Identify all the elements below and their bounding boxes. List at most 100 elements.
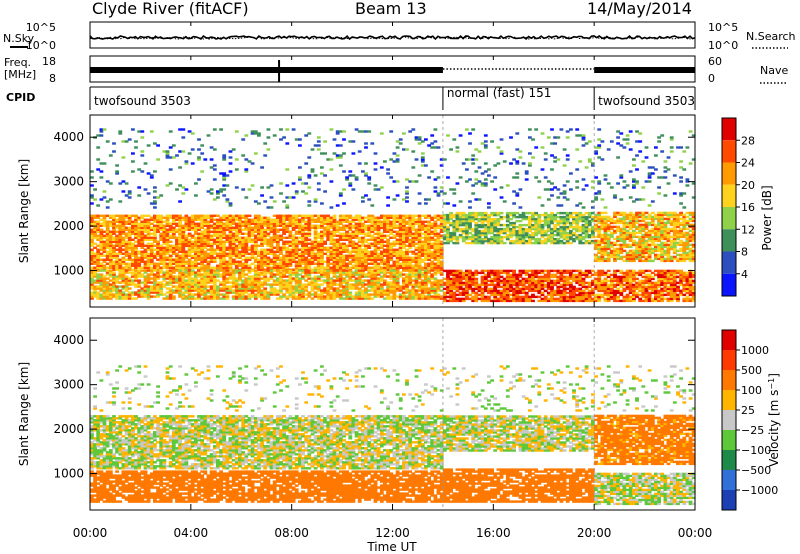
power-cell [184, 252, 189, 255]
power-cell [326, 256, 331, 259]
power-cell [298, 252, 302, 255]
power-cell [168, 224, 173, 227]
power-cell [279, 222, 283, 225]
power-cell [162, 242, 167, 245]
power-cell [137, 238, 142, 241]
power-cell [203, 242, 208, 245]
power-cell [222, 262, 227, 265]
power-cell [345, 232, 349, 235]
power-cell [190, 248, 195, 251]
power-cell [197, 238, 201, 241]
power-cell [137, 230, 142, 233]
power-cell [197, 266, 201, 269]
power-cell [260, 222, 264, 225]
power-cell [112, 224, 116, 227]
power-cell [190, 228, 195, 231]
power-cell [118, 226, 123, 229]
power-cell [140, 258, 145, 261]
power-cell [112, 268, 116, 271]
power-cell [354, 226, 359, 229]
power-cell [354, 266, 359, 269]
power-cell [301, 214, 305, 217]
power-cell [156, 254, 160, 257]
power-cell [238, 244, 242, 247]
power-cell [313, 224, 318, 227]
power-cell [291, 246, 296, 249]
power-cell [146, 228, 151, 231]
power-cell [272, 228, 277, 231]
power-cell [253, 240, 258, 243]
power-cell [90, 232, 94, 235]
power-cell [231, 240, 236, 243]
power-cell [326, 262, 331, 265]
power-cell [124, 258, 129, 261]
power-cell [351, 230, 356, 233]
power-cell [187, 240, 192, 243]
power-cell [263, 242, 268, 245]
power-cell [279, 238, 283, 241]
power-cell [219, 244, 223, 247]
power-cell [279, 234, 283, 237]
power-cell [171, 248, 176, 251]
power-cell [225, 254, 230, 257]
power-cell [115, 266, 119, 269]
power-cell [105, 258, 110, 261]
power-cell [307, 232, 312, 235]
power-cell [153, 220, 157, 223]
power-cell [181, 264, 186, 267]
power-cell [102, 214, 107, 217]
power-cell [301, 224, 305, 227]
power-cell [288, 234, 293, 237]
power-cell [219, 230, 223, 233]
power-cell [165, 228, 170, 231]
power-cell [310, 226, 315, 229]
power-cell [291, 252, 296, 255]
power-cell [219, 220, 223, 223]
power-cell [253, 258, 258, 261]
power-cell [131, 244, 135, 247]
power-cell [184, 240, 189, 243]
power-cell [105, 234, 110, 237]
power-cell [228, 268, 233, 271]
power-cell [266, 264, 271, 267]
power-cell [200, 224, 205, 227]
power-cell [332, 214, 337, 217]
power-cell [140, 256, 145, 259]
power-cell [263, 230, 268, 233]
power-cell [257, 216, 261, 219]
power-cell [244, 250, 249, 253]
power-cell [171, 266, 176, 269]
power-cell [203, 228, 208, 231]
power-cell [203, 230, 208, 233]
power-cell [269, 250, 274, 253]
power-cell [228, 214, 233, 217]
power-cell [351, 260, 356, 263]
power-cell [231, 252, 236, 255]
power-cell [294, 244, 299, 247]
power-cell [209, 238, 214, 241]
power-cell [216, 230, 220, 233]
power-cell [329, 254, 334, 257]
power-cell [238, 216, 242, 219]
power-cell [124, 216, 129, 219]
power-cell [272, 232, 277, 235]
power-cell [351, 246, 356, 249]
power-cell [316, 264, 321, 267]
power-cell [131, 250, 135, 253]
power-cell [228, 258, 233, 261]
power-cell [102, 224, 107, 227]
power-cell [200, 266, 205, 269]
power-cell [244, 222, 249, 225]
power-cell [338, 248, 343, 251]
power-cell [294, 256, 299, 259]
power-cell [228, 240, 233, 243]
power-cell [96, 248, 101, 251]
power-cell [310, 254, 315, 257]
power-cell [307, 234, 312, 237]
power-cell [184, 226, 189, 229]
power-cell [96, 258, 101, 261]
power-cell [238, 236, 242, 239]
power-cell [225, 238, 230, 241]
power-cell [250, 232, 255, 235]
power-cell [175, 264, 179, 267]
